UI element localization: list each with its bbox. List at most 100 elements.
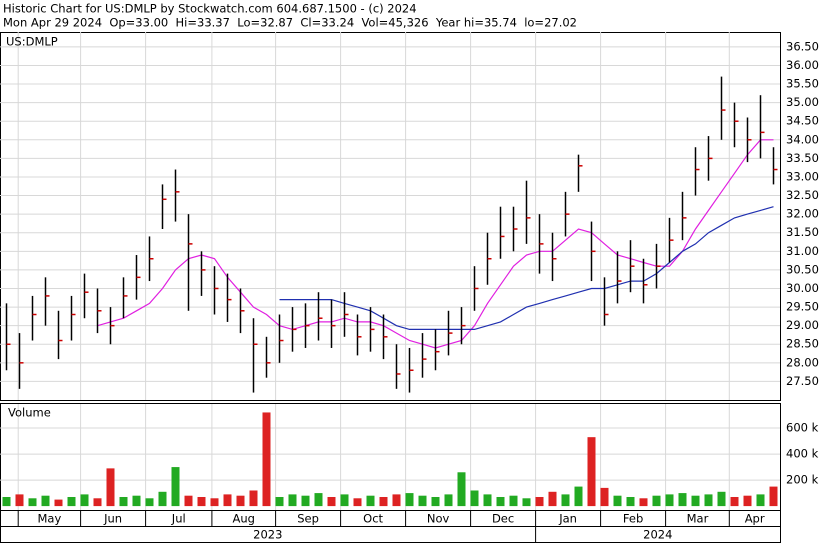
volume-bar <box>743 495 752 507</box>
volume-bar <box>288 494 297 507</box>
volume-bar <box>665 494 674 507</box>
volume-bar <box>574 486 583 507</box>
volume-bar <box>379 496 388 507</box>
volume-bar <box>80 494 89 507</box>
x-tick-label: Oct <box>363 512 383 526</box>
y-tick-label: 33.50 <box>786 151 819 165</box>
volume-bar <box>301 495 310 507</box>
volume-bar <box>626 496 635 507</box>
x-tick-label: Feb <box>623 512 643 526</box>
volume-bar <box>691 495 700 507</box>
volume-bar <box>54 499 63 507</box>
x-tick-label: Jun <box>103 512 122 526</box>
volume-label: Volume <box>8 406 51 420</box>
x-tick-label: Mar <box>687 512 709 526</box>
volume-bar <box>119 496 128 507</box>
y-tick-label: 27.50 <box>786 374 819 388</box>
y-tick-label: 34.00 <box>786 132 819 146</box>
volume-bar <box>769 486 778 507</box>
x-tick-label: Jul <box>171 512 186 526</box>
volume-bar <box>444 494 453 507</box>
volume-bar <box>249 490 258 507</box>
volume-bar <box>470 490 479 507</box>
volume-bar <box>184 495 193 507</box>
volume-bar <box>535 496 544 507</box>
y-tick-label: 29.50 <box>786 300 819 314</box>
volume-bar <box>327 496 336 507</box>
moving-average <box>279 206 774 330</box>
volume-bar <box>587 437 596 507</box>
volume-bar <box>392 494 401 507</box>
y-tick-label: 29.00 <box>786 318 819 332</box>
volume-bar <box>28 498 37 507</box>
chart-subtitle: Mon Apr 29 2024 Op=33.00 Hi=33.37 Lo=32.… <box>3 16 577 30</box>
volume-bar <box>145 498 154 507</box>
volume-bar <box>106 468 115 507</box>
volume-bar <box>600 487 609 507</box>
x-tick-label: Dec <box>492 512 514 526</box>
y-tick-label: 32.50 <box>786 188 819 202</box>
volume-bar <box>496 496 505 507</box>
y-tick-label: 34.50 <box>786 114 819 128</box>
volume-bar <box>340 494 349 507</box>
x-tick-label: Aug <box>233 512 255 526</box>
y-tick-label: 31.00 <box>786 244 819 258</box>
volume-bar <box>548 491 557 507</box>
year-label: 2024 <box>643 528 672 542</box>
year-label: 2023 <box>253 528 282 542</box>
y-tick-label: 32.00 <box>786 207 819 221</box>
volume-bar <box>262 412 271 507</box>
symbol-label: US:DMLP <box>6 35 58 49</box>
volume-bar <box>132 495 141 507</box>
y-tick-label: 35.50 <box>786 77 819 91</box>
y-tick-label: 35.00 <box>786 95 819 109</box>
volume-bar <box>431 496 440 507</box>
volume-bar <box>275 496 284 507</box>
volume-bar <box>210 498 219 507</box>
y-tick-label: 600 k <box>786 421 819 435</box>
volume-bar <box>93 498 102 507</box>
volume-bar <box>41 495 50 507</box>
y-tick-label: 28.50 <box>786 337 819 351</box>
y-tick-label: 30.50 <box>786 262 819 276</box>
volume-bar <box>171 467 180 507</box>
x-tick-label: Nov <box>427 512 450 526</box>
volume-bar <box>561 494 570 507</box>
y-tick-label: 33.00 <box>786 169 819 183</box>
y-tick-label: 30.00 <box>786 281 819 295</box>
volume-bar <box>366 495 375 507</box>
volume-bar <box>730 496 739 507</box>
y-tick-label: 400 k <box>786 447 819 461</box>
volume-bar <box>158 491 167 507</box>
price-panel <box>0 32 781 401</box>
y-tick-label: 36.50 <box>786 39 819 53</box>
volume-bar <box>522 498 531 507</box>
y-tick-label: 36.00 <box>786 58 819 72</box>
volume-panel <box>0 403 781 511</box>
volume-bar <box>717 491 726 507</box>
volume-bar <box>314 493 323 507</box>
volume-bar <box>613 495 622 507</box>
y-tick-label: 200 k <box>786 473 819 487</box>
volume-bar <box>15 494 24 507</box>
volume-bar <box>756 494 765 507</box>
y-tick-label: 28.00 <box>786 355 819 369</box>
volume-bar <box>457 472 466 507</box>
volume-bar <box>353 498 362 507</box>
x-tick-label: Sep <box>297 512 319 526</box>
volume-bar <box>509 495 518 507</box>
volume-bar <box>405 493 414 507</box>
x-tick-label: Apr <box>745 512 765 526</box>
volume-bar <box>197 496 206 507</box>
x-tick-label: Jan <box>558 512 577 526</box>
volume-bar <box>652 495 661 507</box>
volume-bar <box>418 495 427 507</box>
volume-bar <box>704 494 713 507</box>
volume-bar <box>678 493 687 507</box>
chart-title: Historic Chart for US:DMLP by Stockwatch… <box>3 2 417 16</box>
x-tick-label: May <box>38 512 62 526</box>
volume-bar <box>2 496 11 507</box>
y-tick-label: 31.50 <box>786 225 819 239</box>
